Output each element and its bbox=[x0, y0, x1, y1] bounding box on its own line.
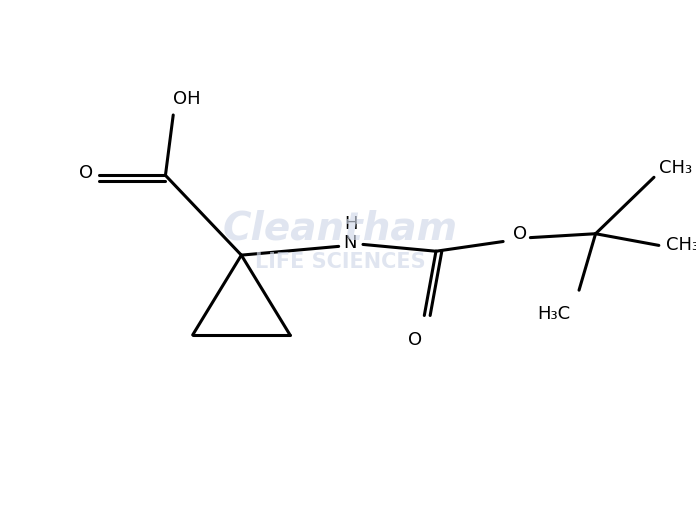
Text: H₃C: H₃C bbox=[537, 305, 570, 322]
Text: Cleantham: Cleantham bbox=[223, 210, 458, 248]
Text: H: H bbox=[345, 215, 358, 233]
Text: N: N bbox=[344, 235, 357, 252]
Text: O: O bbox=[79, 164, 93, 183]
Text: O: O bbox=[513, 225, 527, 243]
Text: O: O bbox=[408, 331, 422, 349]
Text: CH₃: CH₃ bbox=[665, 237, 696, 254]
Text: OH: OH bbox=[173, 90, 200, 109]
Text: CH₃: CH₃ bbox=[659, 159, 692, 177]
Text: LIFE SCIENCES: LIFE SCIENCES bbox=[255, 252, 426, 272]
